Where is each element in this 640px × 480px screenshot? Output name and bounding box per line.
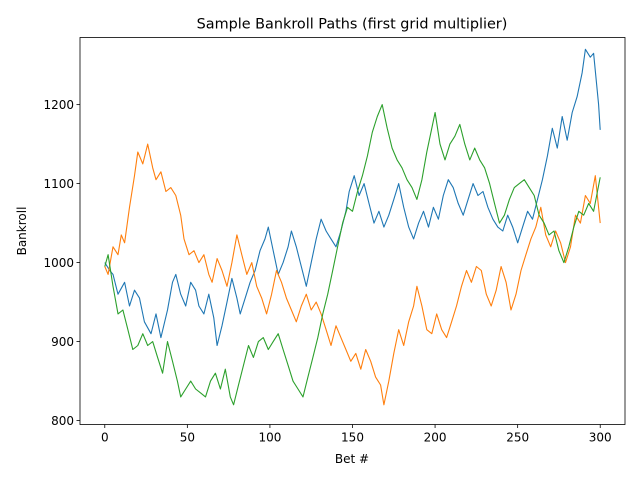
y-tick-label: 1100: [43, 177, 74, 191]
x-tick-label: 0: [101, 431, 109, 445]
x-tick-label: 300: [589, 431, 612, 445]
y-axis: 800 900 1000 1100 1200: [43, 98, 80, 428]
series-line-1: [104, 48, 601, 347]
plot-frame: [79, 37, 626, 425]
chart-title: Sample Bankroll Paths (first grid multip…: [197, 17, 508, 33]
x-tick-label: 150: [341, 431, 364, 445]
x-tick-label: 200: [424, 431, 447, 445]
x-tick-label: 50: [180, 431, 195, 445]
y-tick-label: 1000: [43, 256, 74, 270]
y-axis-label: Bankroll: [15, 207, 29, 256]
x-tick-label: 250: [506, 431, 529, 445]
x-tick-label: 100: [258, 431, 281, 445]
x-axis-label: Bet #: [335, 452, 369, 466]
x-axis: 0 50 100 150 200 250 300: [101, 424, 612, 445]
series-layer: [104, 48, 601, 406]
series-line-2: [104, 143, 601, 406]
y-tick-label: 800: [51, 414, 74, 428]
y-tick-label: 900: [51, 335, 74, 349]
y-tick-label: 1200: [43, 98, 74, 112]
series-line-3: [104, 104, 601, 406]
